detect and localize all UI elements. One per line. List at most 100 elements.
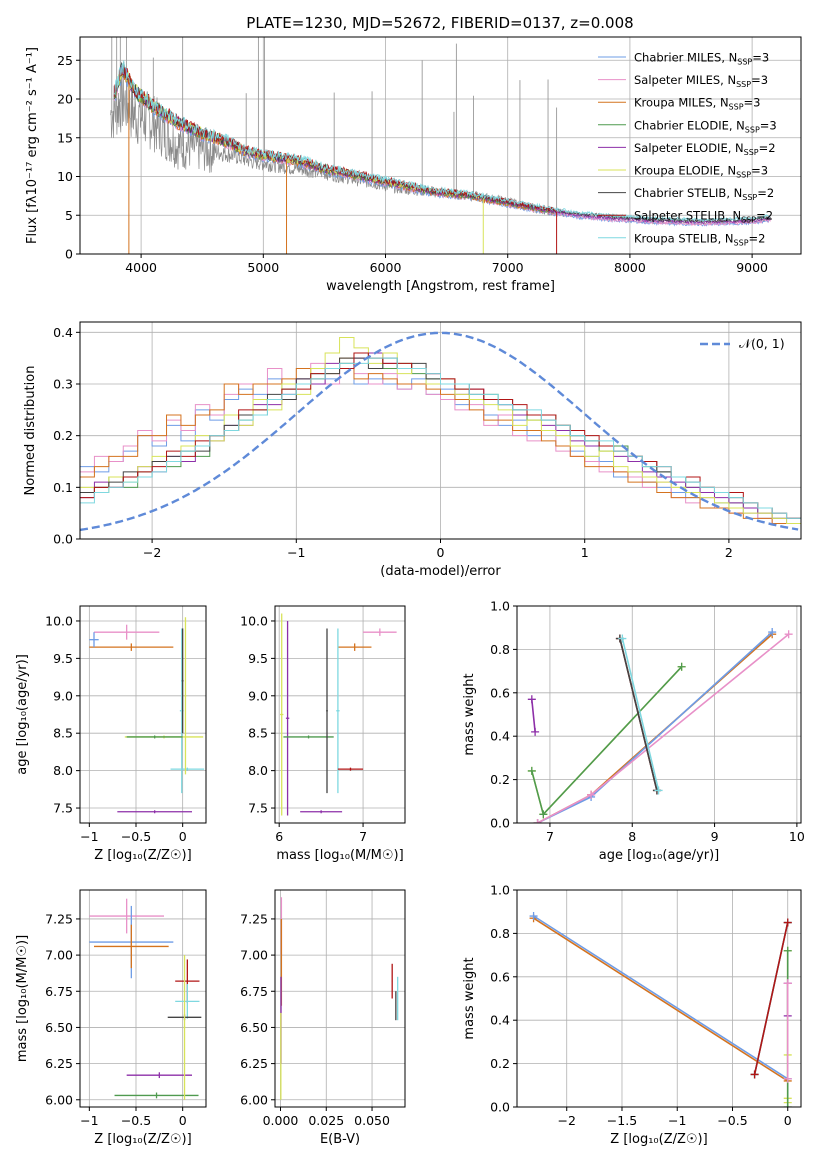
legend-label: 𝒩(0, 1) <box>739 336 785 351</box>
x-axis-label: Z [log₁₀(Z/Z☉)] <box>94 848 191 863</box>
model-spectrum-line <box>113 60 771 222</box>
x-tick-label: 1 <box>581 545 589 560</box>
axes-frame <box>79 605 207 824</box>
x-axis-label: wavelength [Angstrom, rest frame] <box>326 279 555 294</box>
x-tick-label: −1 <box>80 1113 98 1128</box>
plot-area <box>110 37 771 254</box>
x-tick-label: 8 <box>628 829 636 844</box>
panel-2: −1 −0.5 0 7.5 8.0 8.5 9.0 9.5 10.0 Z [log₁₀(Z/Z☉)… <box>15 605 207 863</box>
x-tick-label: −1.5 <box>607 1113 637 1128</box>
x-tick-label: 7 <box>359 829 367 844</box>
x-axis-label: E(B-V) <box>320 1132 360 1147</box>
plus-marker <box>533 819 542 823</box>
y-tick-label: 0.4 <box>53 325 73 340</box>
panel-1: −2 −1 0 1 2 0.0 0.1 0.2 0.3 0.4 (data-model)/error… <box>23 321 802 579</box>
plus-marker <box>783 1103 792 1107</box>
plus-marker <box>768 628 777 637</box>
axes-frame <box>274 605 406 824</box>
y-tick-label: 20 <box>57 92 73 107</box>
plus-marker <box>587 790 596 799</box>
y-tick-label: 8.5 <box>53 726 73 741</box>
x-tick-label: −1 <box>287 545 305 560</box>
y-tick-label: 6.25 <box>45 1056 73 1071</box>
x-tick-label: −0.5 <box>717 1113 747 1128</box>
x-tick-label: 0 <box>179 1113 187 1128</box>
x-axis-label: age [log₁₀(age/yr)] <box>599 848 720 863</box>
x-tick-label: 2 <box>725 545 733 560</box>
y-tick-label: 0.2 <box>490 772 510 787</box>
legend-label: Chabrier MILES, NSSP=3 <box>634 51 769 67</box>
panel-3: 6 7 7.5 8.0 8.5 9.0 9.5 10.0 mass [log₁₀(M/M☉)] <box>240 605 406 863</box>
histogram-step <box>80 357 801 519</box>
legend-label: Salpeter STELIB, NSSP=2 <box>634 209 773 225</box>
x-tick-label: −0.5 <box>121 1113 151 1128</box>
x-tick-label: 6 <box>275 829 283 844</box>
plus-marker <box>783 1074 792 1083</box>
plus-marker <box>750 1070 759 1079</box>
legend: Chabrier MILES, NSSP=3 Salpeter MILES, NS… <box>598 51 777 247</box>
y-tick-label: 15 <box>57 130 73 145</box>
y-axis-label: mass weight <box>462 957 477 1039</box>
plot-area <box>80 331 801 532</box>
x-tick-label: 7 <box>546 829 554 844</box>
y-tick-label: 0.4 <box>490 1013 510 1028</box>
y-tick-label: 0.0 <box>490 816 510 831</box>
x-tick-label: 0 <box>179 829 187 844</box>
plot-area <box>89 617 205 814</box>
mass-weight-line <box>533 915 789 1080</box>
plus-marker <box>531 727 540 736</box>
histogram-step <box>80 357 801 524</box>
y-tick-label: 7.5 <box>53 801 73 816</box>
x-tick-label: 9000 <box>736 260 768 275</box>
plot-area <box>280 897 399 1100</box>
mass-weight-line <box>753 922 789 1075</box>
y-tick-label: 7.25 <box>45 911 73 926</box>
y-tick-label: 9.5 <box>53 651 73 666</box>
y-axis-label: mass [log₁₀(M/M☉)] <box>15 935 30 1062</box>
y-tick-label: 6.00 <box>45 1092 73 1107</box>
plus-marker <box>677 662 686 671</box>
normal-curve <box>80 331 799 532</box>
y-tick-label: 5 <box>65 208 73 223</box>
plot-area <box>527 628 793 823</box>
y-tick-label: 7.25 <box>240 911 268 926</box>
y-tick-label: 0.1 <box>53 480 73 495</box>
y-tick-label: 6.75 <box>240 984 268 999</box>
x-tick-label: −1 <box>80 829 98 844</box>
panel-4: 7 8 9 10 0.0 0.2 0.4 0.6 0.8 1.0 age [log₁₀(age/yr… <box>462 599 805 864</box>
y-tick-label: 10.0 <box>45 613 73 628</box>
plus-marker <box>539 810 548 819</box>
plus-marker <box>783 918 792 927</box>
mass-weight-line <box>537 633 790 823</box>
model-spectrum-line <box>113 62 484 200</box>
y-tick-label: 9.0 <box>53 688 73 703</box>
x-tick-label: 8000 <box>614 260 646 275</box>
panel-6: 0.000 0.025 0.050 6.00 6.25 6.50 6.75 7.00 7.25 E… <box>240 889 406 1147</box>
y-tick-label: 7.00 <box>45 948 73 963</box>
plus-marker <box>783 979 792 988</box>
panel-0: 4000 5000 6000 7000 8000 9000 0 5 10 15 20 25 wavele… <box>25 36 802 294</box>
y-tick-label: 0 <box>65 247 73 262</box>
mass-weight-line <box>537 631 773 823</box>
x-tick-label: 7000 <box>492 260 524 275</box>
axes-frame <box>274 889 406 1108</box>
y-tick-label: 0.0 <box>490 1100 510 1115</box>
y-tick-label: 10.0 <box>240 613 268 628</box>
x-tick-label: −0.5 <box>121 829 151 844</box>
y-tick-label: 6.75 <box>45 984 73 999</box>
y-tick-label: 8.5 <box>248 726 268 741</box>
y-tick-label: 8.0 <box>248 763 268 778</box>
x-tick-label: 0 <box>784 1113 792 1128</box>
y-tick-label: 1.0 <box>490 599 510 614</box>
y-tick-label: 9.0 <box>248 688 268 703</box>
legend-label: Chabrier ELODIE, NSSP=3 <box>634 118 777 134</box>
y-tick-label: 6.50 <box>45 1020 73 1035</box>
panel-7: −2 −1.5 −1 −0.5 0 0.0 0.2 0.4 0.6 0.8 1.0 Z [log₁₀(… <box>462 883 802 1147</box>
y-tick-label: 0.2 <box>490 1056 510 1071</box>
y-tick-label: 0.6 <box>490 969 510 984</box>
axes-frame <box>79 889 207 1108</box>
x-tick-label: 6000 <box>370 260 402 275</box>
axes-frame <box>79 36 802 255</box>
y-tick-label: 0.2 <box>53 428 73 443</box>
